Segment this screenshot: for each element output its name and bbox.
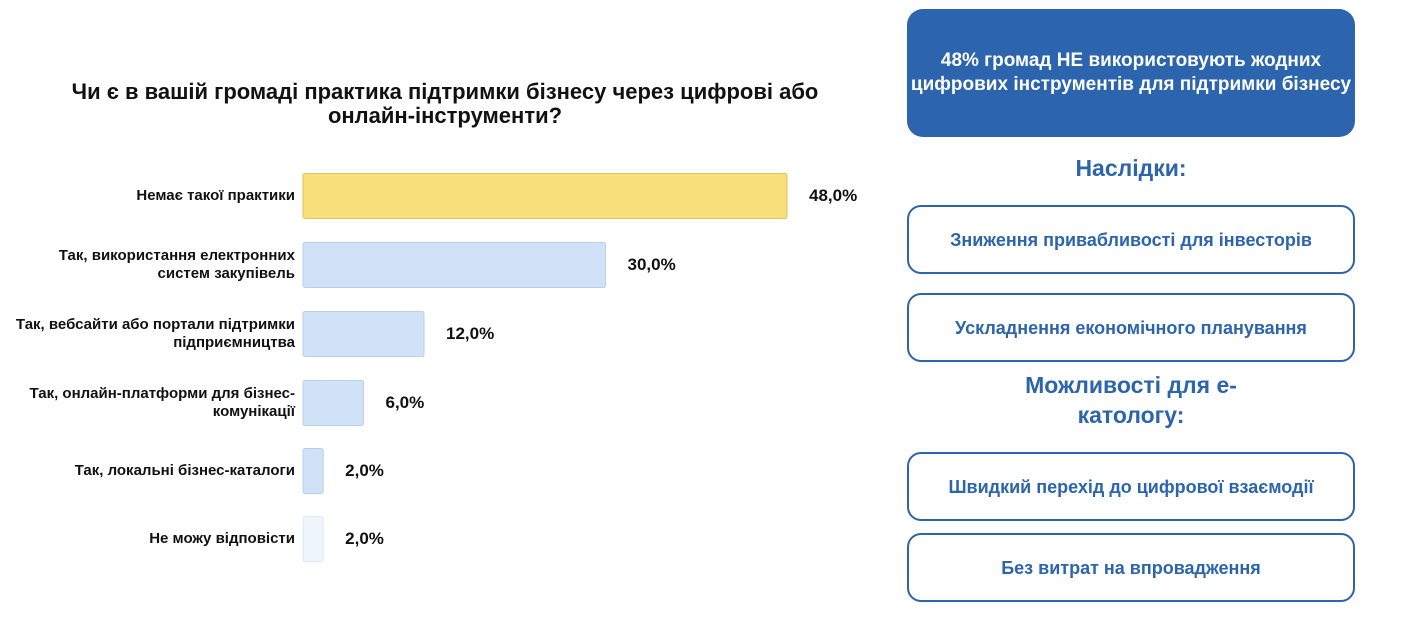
consequence-box-investors: Зниження привабливості для інвесторів [907, 205, 1355, 274]
chart-title: Чи є в вашій громаді практика підтримки … [71, 79, 819, 128]
category-label-no-practice: Немає такої практики [136, 187, 295, 204]
value-label-cannot-answer: 2,0% [345, 529, 384, 548]
bar-chart [302, 173, 788, 562]
category-label-e-procurement: Так, використання електронних систем зак… [58, 247, 295, 282]
consequence-box-planning: Ускладнення економічного планування [907, 293, 1355, 362]
opportunity-box-digital: Швидкий перехід до цифрової взаємодії [907, 452, 1355, 521]
category-label-local-catalogs: Так, локальні бізнес-каталоги [74, 462, 295, 479]
value-label-online-platforms: 6,0% [385, 393, 425, 412]
bar-cannot-answer [302, 516, 324, 562]
bar-websites-portals [302, 311, 425, 357]
opportunities-title: Можливості для е-катологу: [1025, 372, 1237, 428]
value-label-websites-portals: 12,0% [446, 324, 495, 343]
bar-e-procurement [302, 242, 606, 288]
value-label-local-catalogs: 2,0% [345, 461, 384, 480]
consequences-title: Наслідки: [1075, 155, 1187, 181]
bar-online-platforms [302, 380, 364, 426]
category-label-cannot-answer: Не можу відповісти [149, 530, 295, 547]
bar-no-practice [302, 173, 788, 219]
key-finding-callout: 48% громад НЕ використовують жодних цифр… [907, 9, 1355, 137]
value-label-no-practice: 48,0% [809, 186, 858, 205]
bar-local-catalogs [302, 448, 324, 494]
value-label-e-procurement: 30,0% [627, 255, 676, 274]
category-label-websites-portals: Так, вебсайти або портали підтримки підп… [15, 316, 295, 351]
opportunity-box-no-costs: Без витрат на впровадження [907, 533, 1355, 602]
category-label-online-platforms: Так, онлайн-платформи для бізнес-комунік… [29, 385, 295, 420]
